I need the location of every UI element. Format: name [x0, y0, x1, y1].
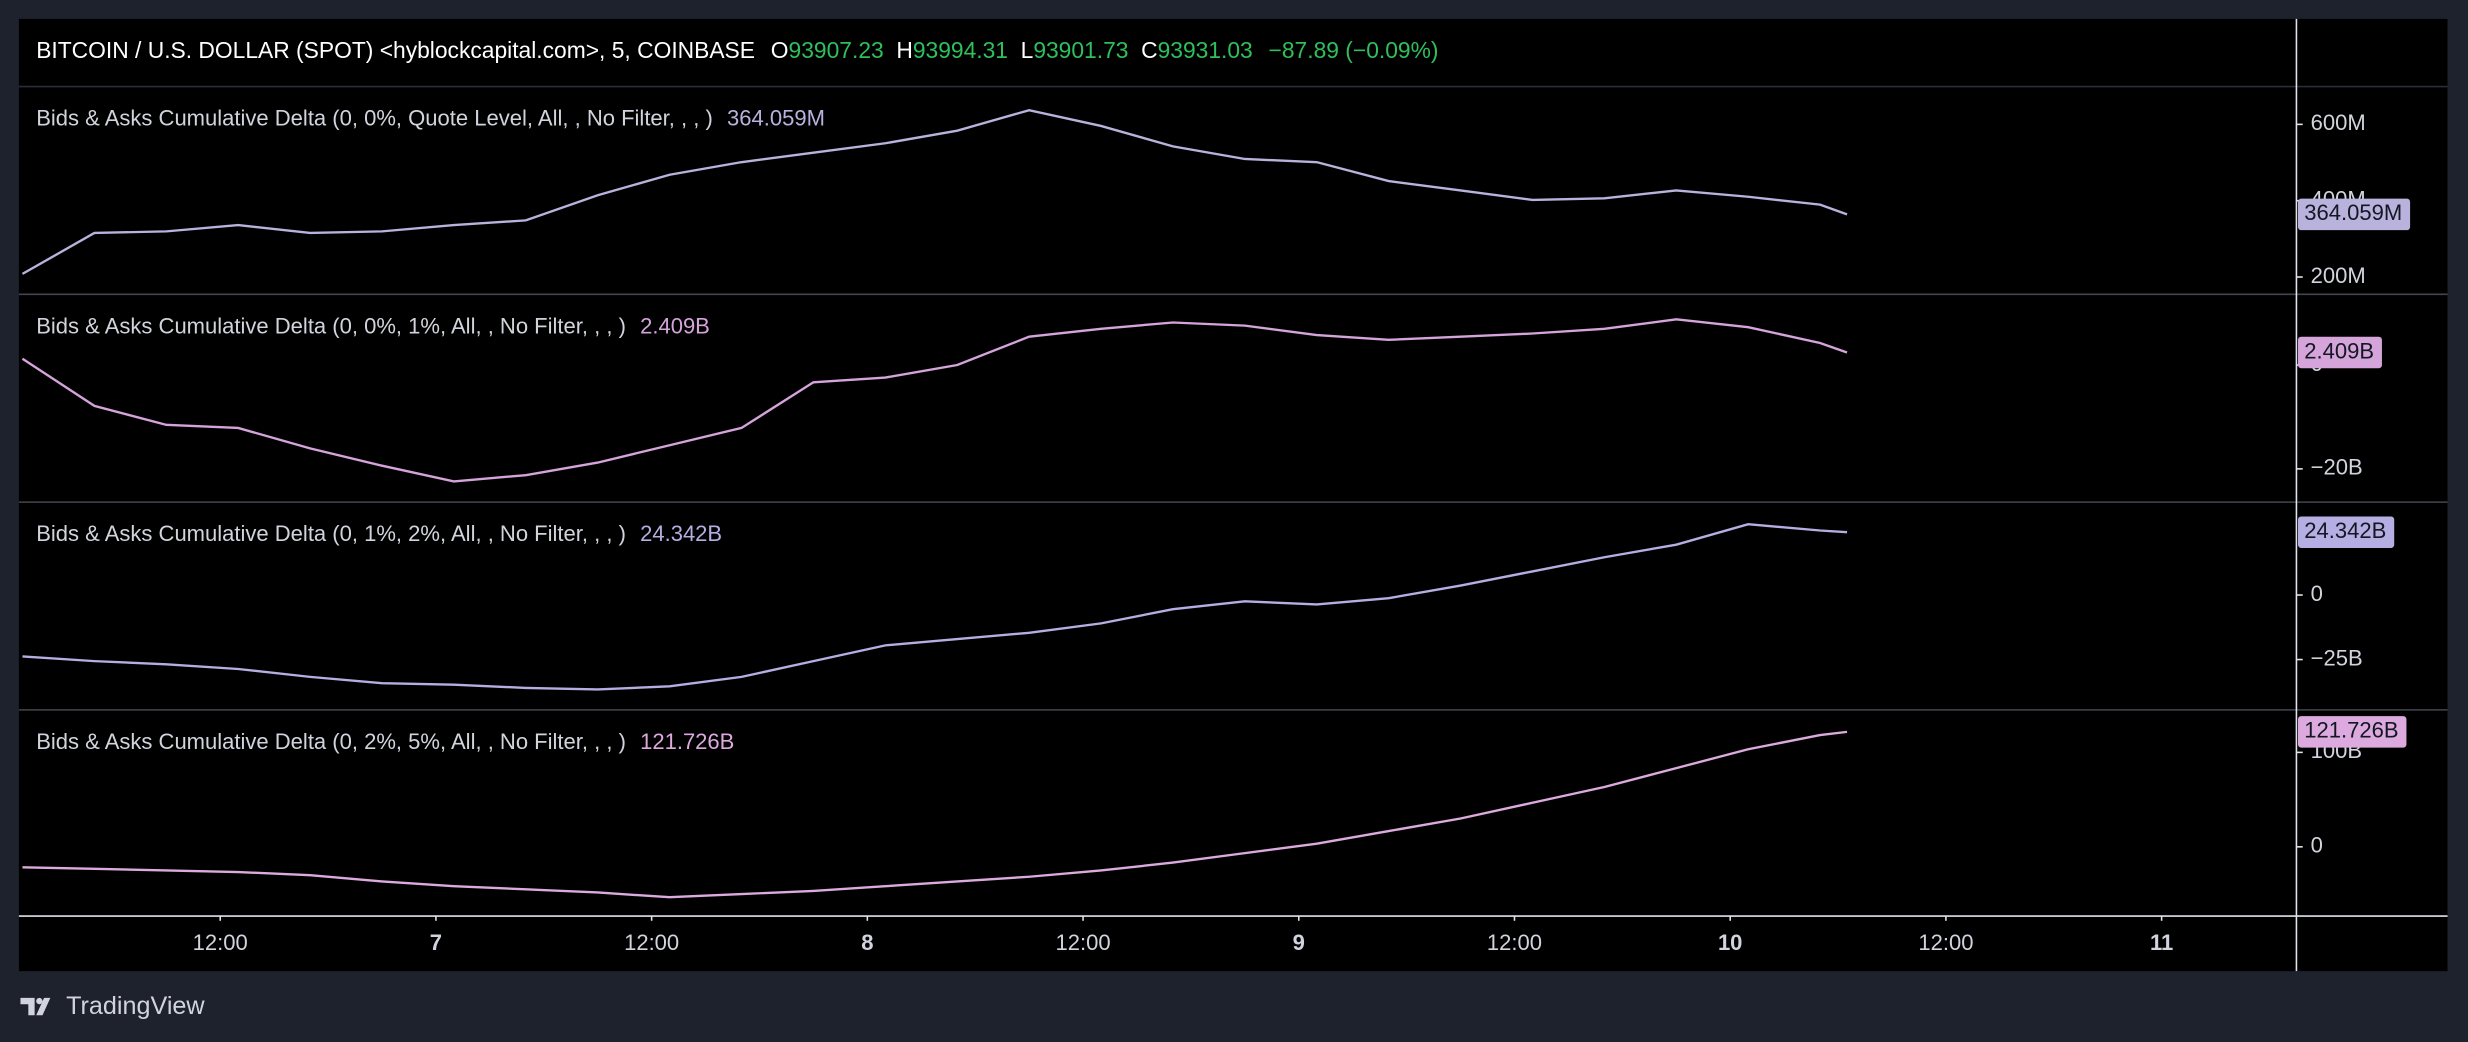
chart-area — [18, 18, 2448, 972]
x-tick-label: 12:00 — [1487, 930, 1542, 955]
indicator-value: 24.342B — [640, 521, 722, 546]
delta-line — [22, 730, 1848, 899]
x-tick-label: 11 — [2150, 930, 2173, 955]
ohlc-key: O — [771, 37, 789, 63]
symbol: BITCOIN / U.S. DOLLAR (SPOT) <hyblockcap… — [36, 37, 755, 63]
y-tick-label: −25B — [2311, 645, 2363, 670]
ohlc-value: 93901.73 — [1033, 37, 1128, 63]
indicator-name: Bids & Asks Cumulative Delta (0, 0%, Quo… — [36, 105, 713, 130]
ohlc-value: 93994.31 — [913, 37, 1008, 63]
y-tick-label: −20B — [2311, 455, 2363, 480]
pane-legend: Bids & Asks Cumulative Delta (0, 0%, 1%,… — [36, 313, 710, 338]
price-label: 24.342B — [2298, 516, 2395, 548]
price-label-text: 364.059M — [2304, 200, 2402, 225]
pane-legend: Bids & Asks Cumulative Delta (0, 0%, Quo… — [36, 105, 825, 130]
x-tick-label: 12:00 — [193, 930, 248, 955]
x-tick-label: 10 — [1718, 930, 1743, 955]
indicator-name: Bids & Asks Cumulative Delta (0, 1%, 2%,… — [36, 521, 626, 546]
ohlc-value: 93931.03 — [1158, 37, 1253, 63]
indicator-value: 364.059M — [727, 105, 825, 130]
price-label-box — [2298, 336, 2382, 369]
indicator-name: Bids & Asks Cumulative Delta (0, 0%, 1%,… — [36, 313, 626, 338]
x-tick-label: 9 — [1293, 930, 1305, 955]
symbol-header: BITCOIN / U.S. DOLLAR (SPOT) <hyblockcap… — [36, 37, 1438, 63]
x-tick-label: 12:00 — [624, 930, 679, 955]
price-label-text: 24.342B — [2304, 518, 2386, 543]
price-label: 364.059M — [2298, 198, 2411, 231]
price-label-box — [2298, 516, 2395, 548]
logo-dot — [36, 997, 43, 1005]
y-tick-label: 200M — [2311, 263, 2366, 288]
delta-line — [22, 523, 1848, 691]
price-label-box — [2298, 716, 2407, 748]
delta-line — [21, 108, 1848, 275]
indicator-value: 2.409B — [640, 313, 710, 338]
x-tick-label: 12:00 — [1918, 930, 1973, 955]
tradingview-logo: TradingView — [20, 992, 205, 1020]
x-tick-label: 12:00 — [1056, 930, 1111, 955]
ohlc-key: L — [1021, 37, 1034, 63]
y-tick-label: 0 — [2311, 581, 2323, 606]
y-tick-label: 0 — [2311, 833, 2323, 858]
ohlc-key: H — [896, 37, 912, 63]
price-label-text: 2.409B — [2304, 338, 2374, 363]
pane-legend: Bids & Asks Cumulative Delta (0, 2%, 5%,… — [36, 729, 734, 754]
x-tick-label: 8 — [861, 930, 873, 955]
price-label-box — [2298, 198, 2411, 231]
indicator-name: Bids & Asks Cumulative Delta (0, 2%, 5%,… — [36, 729, 626, 754]
delta-line — [21, 318, 1848, 483]
brand: TradingView — [66, 992, 205, 1020]
price-label: 2.409B — [2298, 336, 2382, 369]
indicator-value: 121.726B — [640, 729, 734, 754]
logo-mark — [20, 997, 51, 1016]
x-tick-label: 7 — [430, 930, 442, 955]
pane-legend: Bids & Asks Cumulative Delta (0, 1%, 2%,… — [36, 521, 722, 546]
y-tick-label: 600M — [2311, 110, 2366, 135]
change: −87.89 (−0.09%) — [1269, 37, 1439, 63]
price-label-text: 121.726B — [2304, 718, 2398, 743]
ohlc-value: 93907.23 — [789, 37, 884, 63]
ohlc-key: C — [1141, 37, 1157, 63]
price-label: 121.726B — [2298, 716, 2407, 748]
